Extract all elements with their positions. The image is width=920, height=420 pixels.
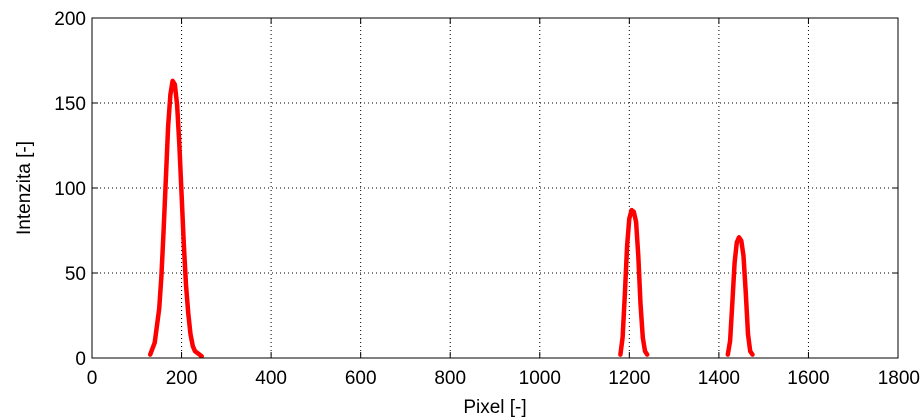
y-axis-title: Intenzita [-] — [14, 141, 35, 235]
x-tick-label: 0 — [87, 368, 98, 389]
x-tick-label: 1200 — [608, 368, 650, 389]
x-tick-label: 1400 — [698, 368, 740, 389]
series-line-segment — [147, 78, 204, 359]
x-tick-label: 800 — [434, 368, 466, 389]
x-tick-label: 600 — [345, 368, 377, 389]
y-tick-label: 50 — [65, 264, 86, 285]
x-tick-label: 1800 — [878, 368, 920, 389]
series-line-segment — [725, 235, 755, 357]
x-tick-label: 1600 — [787, 368, 829, 389]
series-line-segment — [618, 207, 650, 357]
series-layer — [147, 78, 755, 359]
plot-frame — [91, 17, 899, 359]
x-tick-label: 200 — [166, 368, 198, 389]
x-axis-title: Pixel [-] — [463, 397, 526, 418]
y-tick-label: 150 — [54, 94, 86, 115]
tick-labels: 0 200 400 600 800 1000 1200 1400 1600 1800 0 50 100 1… — [54, 9, 920, 389]
x-tick-label: 400 — [255, 368, 287, 389]
y-tick-label: 100 — [54, 179, 86, 200]
grid — [92, 18, 898, 358]
x-tick-label: 1000 — [519, 368, 561, 389]
y-tick-label: 0 — [75, 349, 86, 370]
y-tick-label: 200 — [54, 9, 86, 30]
